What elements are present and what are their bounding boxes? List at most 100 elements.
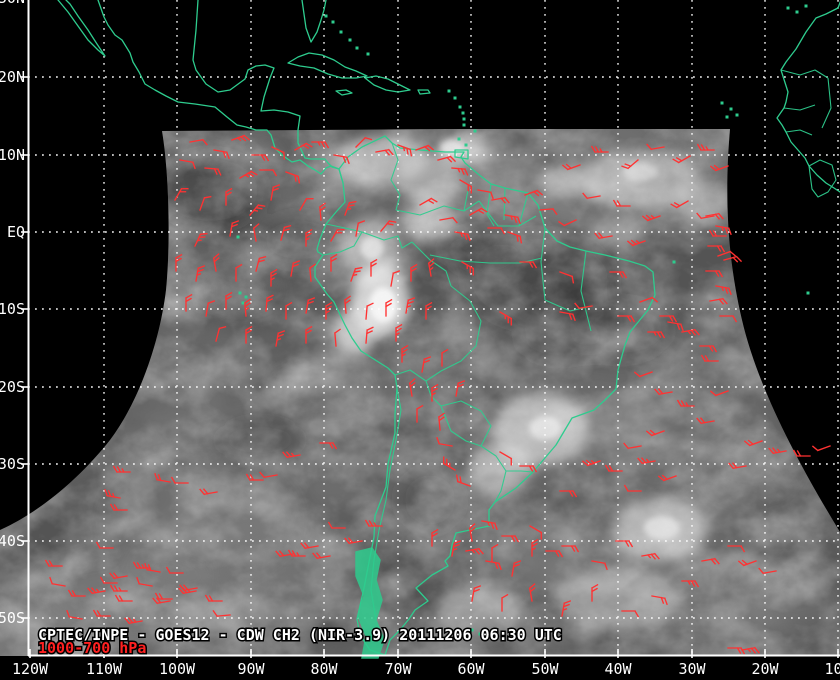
coastlines-borders: [57, 0, 840, 659]
wind-barb: [405, 297, 416, 314]
wind-barb: [385, 298, 393, 317]
wind-barb: [199, 195, 212, 211]
wind-barb: [401, 344, 409, 363]
wind-barb: [609, 271, 628, 279]
wind-barb: [559, 271, 575, 284]
wind-barb: [504, 214, 521, 225]
wind-barb: [251, 154, 270, 162]
wind-barb: [204, 594, 223, 602]
wind-barb: [451, 167, 469, 176]
coastline: [454, 149, 469, 160]
wind-barb: [672, 155, 691, 164]
wind-barb: [104, 488, 121, 499]
wind-barb: [511, 560, 522, 577]
wind-barb: [455, 474, 471, 487]
lat-label: 20N: [0, 68, 25, 86]
wind-barb: [179, 159, 196, 170]
wind-barb: [681, 328, 700, 336]
wind-barb: [667, 321, 684, 332]
wind-barb: [431, 383, 439, 402]
wind-barb: [212, 609, 231, 618]
lat-label: 30S: [0, 455, 25, 473]
island-marker: [735, 113, 739, 117]
country-border: [322, 142, 593, 621]
coastline: [776, 0, 840, 193]
wind-barbs: [44, 134, 831, 655]
wind-barb: [623, 442, 642, 450]
wind-barb: [559, 311, 576, 322]
wind-barb: [645, 429, 665, 437]
lat-label: 20S: [0, 378, 25, 396]
wind-barb: [185, 293, 193, 312]
product-title: CPTEC/INPE - GOES12 - CDW CH2 (NIR-3.9) …: [38, 626, 562, 644]
lon-label: 10W: [824, 660, 840, 678]
wind-barb: [811, 445, 831, 452]
wind-barb: [416, 404, 424, 423]
wind-barb: [709, 164, 729, 172]
wind-barb: [768, 447, 787, 455]
wind-barb: [170, 476, 189, 484]
wind-barb: [245, 473, 264, 481]
wind-barb: [647, 331, 666, 339]
wind-barb: [707, 245, 726, 253]
wind-barb: [154, 592, 173, 600]
wind-barb: [249, 204, 266, 216]
island-marker: [241, 301, 245, 305]
wind-barb: [545, 550, 564, 558]
coastline: [301, 0, 327, 43]
wind-barb: [524, 189, 544, 197]
wind-barb: [612, 199, 631, 207]
wind-barb: [165, 566, 184, 574]
wind-barb: [212, 253, 220, 272]
wind-barb: [364, 519, 383, 527]
wind-barb: [758, 567, 777, 575]
wind-barb: [204, 167, 222, 176]
wind-barb: [623, 484, 642, 492]
wind-barb: [427, 258, 435, 277]
wind-barb: [709, 297, 728, 305]
island-marker: [324, 14, 328, 18]
wind-barb: [529, 525, 543, 540]
wind-barb: [491, 196, 510, 204]
island-marker: [462, 123, 466, 127]
wind-barb: [559, 490, 578, 498]
wind-barb: [44, 559, 63, 567]
wind-barb: [112, 465, 131, 473]
island-marker: [462, 117, 466, 121]
wind-barb: [715, 225, 732, 236]
wind-barb: [252, 223, 260, 242]
wind-barb: [705, 270, 724, 278]
lat-label: EQ: [7, 223, 25, 241]
wind-barb: [114, 594, 133, 602]
wind-barb: [330, 228, 345, 242]
wind-barb: [591, 560, 608, 571]
island-marker: [806, 291, 810, 295]
wind-barb: [501, 593, 509, 612]
wind-barb: [471, 585, 482, 602]
wind-barb: [455, 380, 466, 397]
wind-barb: [109, 572, 128, 580]
island-marker: [458, 105, 462, 109]
wind-barb: [312, 552, 331, 560]
lon-label: 110W: [86, 660, 123, 678]
lon-label: 30W: [678, 660, 706, 678]
island-marker: [453, 96, 457, 100]
wind-barb: [300, 542, 319, 550]
wind-barb: [477, 189, 494, 200]
wind-barb: [66, 609, 83, 620]
wind-barb: [305, 297, 316, 314]
wind-barb: [743, 439, 763, 447]
wind-barb: [437, 412, 446, 431]
lon-label: 100W: [159, 660, 196, 678]
wind-barb: [700, 354, 719, 362]
island-marker: [461, 111, 465, 115]
wind-barb: [265, 294, 274, 312]
wind-barb: [485, 560, 502, 571]
coastline: [417, 89, 431, 95]
wind-barb: [454, 231, 471, 242]
coastline: [57, 0, 106, 57]
wind-barb: [539, 207, 558, 216]
wind-barb: [621, 159, 639, 170]
wind-barb: [637, 457, 656, 465]
